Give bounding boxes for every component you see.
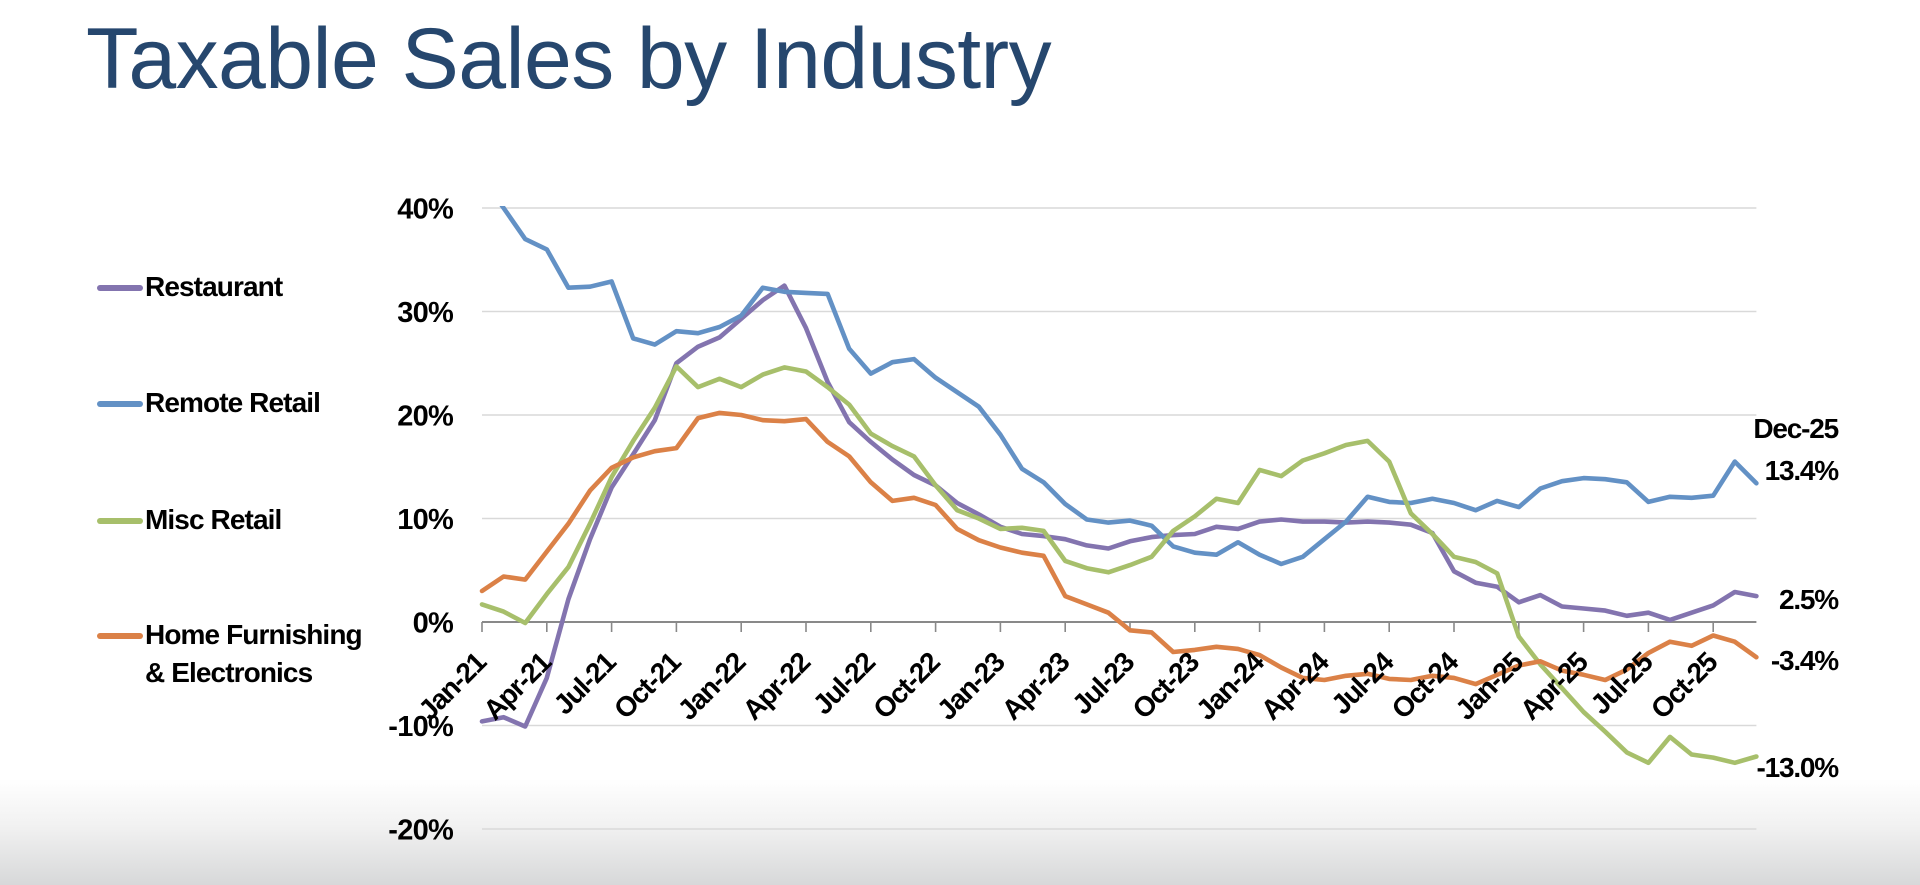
svg-text:Oct-21: Oct-21 [608,646,687,725]
svg-text:-20%: -20% [388,815,454,847]
svg-text:Oct-24: Oct-24 [1386,646,1465,725]
svg-text:Oct-22: Oct-22 [867,646,946,725]
svg-text:Jul-23: Jul-23 [1066,646,1140,720]
svg-text:Jul-22: Jul-22 [807,646,881,720]
svg-text:Oct-23: Oct-23 [1126,646,1205,725]
svg-text:-10%: -10% [388,711,454,743]
svg-text:Jan-23: Jan-23 [931,646,1011,726]
svg-text:Jul-25: Jul-25 [1584,646,1658,720]
svg-text:20%: 20% [397,401,454,433]
svg-text:-13.0%: -13.0% [1756,752,1839,783]
svg-text:0%: 0% [413,608,454,640]
svg-text:Apr-25: Apr-25 [1514,646,1594,726]
svg-text:Apr-23: Apr-23 [996,646,1076,726]
svg-text:Dec-25: Dec-25 [1753,413,1838,444]
svg-text:Apr-22: Apr-22 [737,646,817,726]
svg-text:2.5%: 2.5% [1779,584,1839,615]
svg-text:10%: 10% [397,504,454,536]
svg-text:Oct-25: Oct-25 [1645,646,1724,725]
svg-text:Jan-22: Jan-22 [672,646,752,726]
svg-text:Jul-24: Jul-24 [1325,646,1400,721]
svg-text:Jul-21: Jul-21 [548,646,622,720]
svg-text:13.4%: 13.4% [1765,455,1840,486]
svg-text:-3.4%: -3.4% [1771,645,1839,676]
svg-text:30%: 30% [397,297,454,329]
svg-text:40%: 40% [397,194,454,226]
svg-text:Jan-24: Jan-24 [1190,646,1270,726]
svg-text:Jan-25: Jan-25 [1449,646,1529,726]
